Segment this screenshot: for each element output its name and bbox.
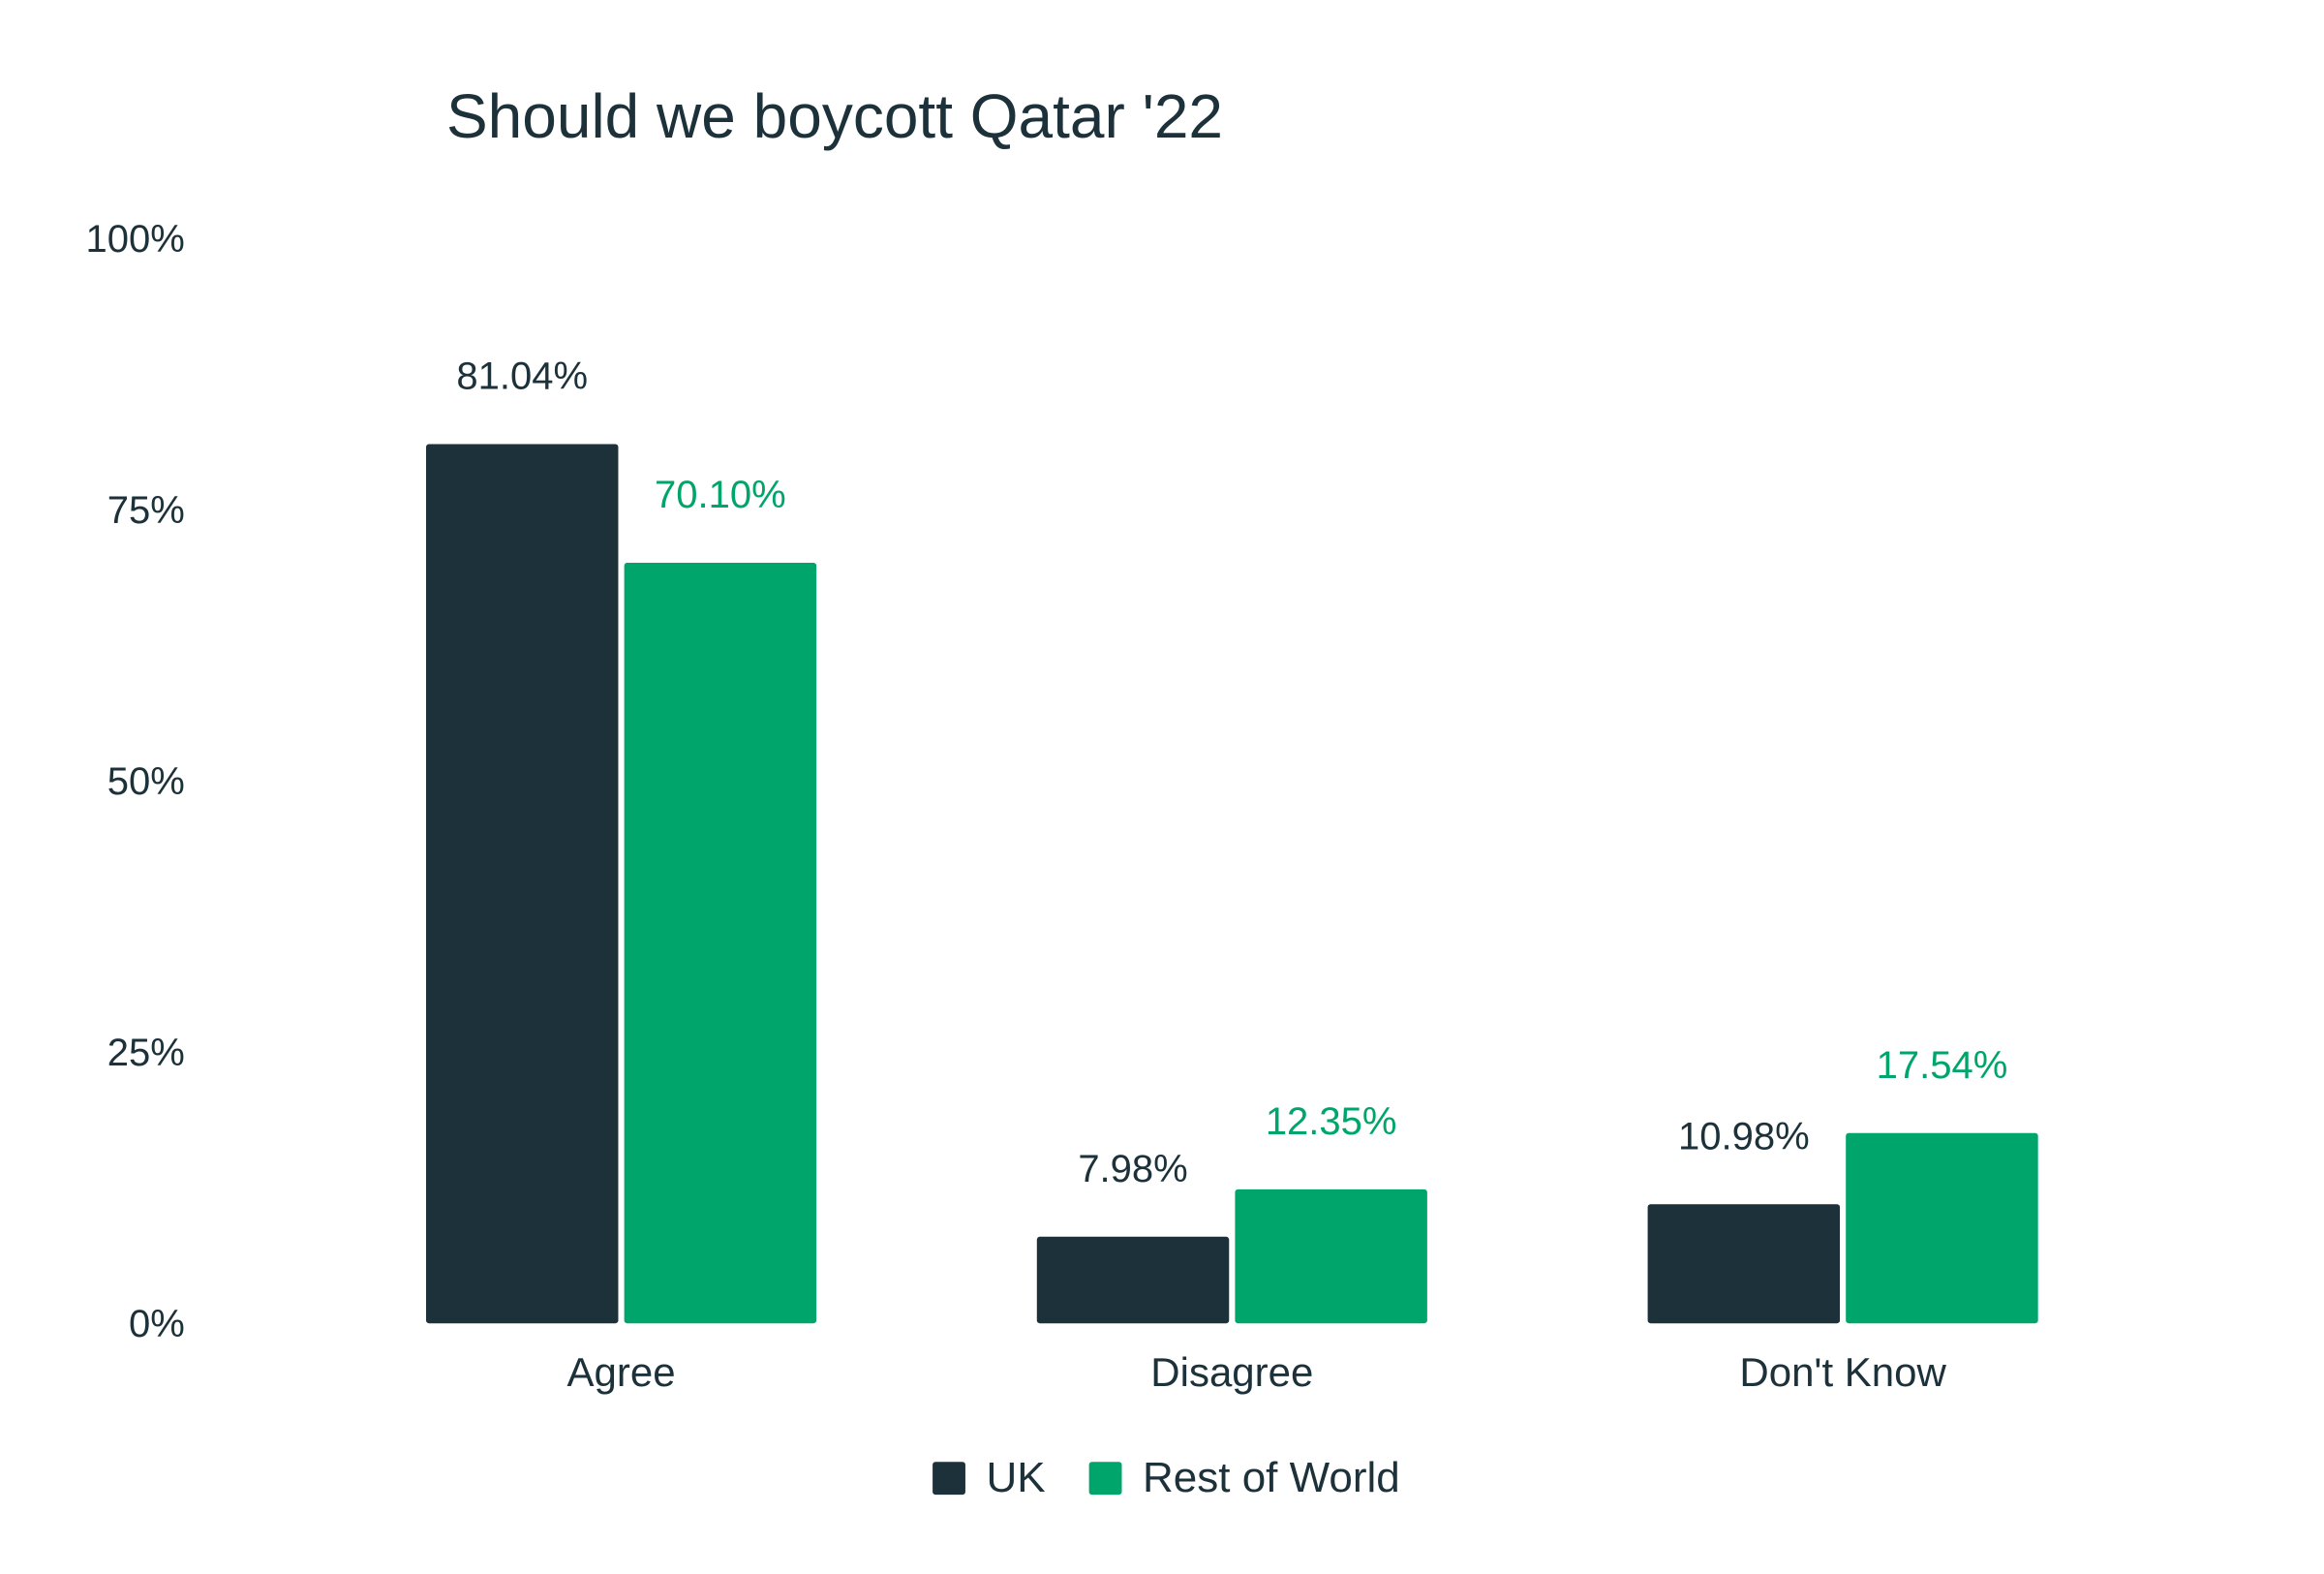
data-labels: 81.04% 70.10% 7.98% 12.35% 10.98% 17.54% bbox=[456, 355, 2007, 1190]
bar-uk-0 bbox=[426, 444, 619, 1324]
legend-label: UK bbox=[986, 1454, 1045, 1501]
x-axis: Agree Disagree Don't Know bbox=[567, 1349, 1947, 1395]
y-tick-label: 0% bbox=[129, 1303, 185, 1345]
data-label: 12.35% bbox=[1266, 1100, 1397, 1143]
data-label: 10.98% bbox=[1678, 1115, 1810, 1157]
x-tick-label: Don't Know bbox=[1739, 1349, 1946, 1395]
y-tick-label: 100% bbox=[85, 218, 184, 261]
legend-label: Rest of World bbox=[1143, 1454, 1400, 1501]
bars bbox=[426, 444, 2038, 1324]
bar-uk-2 bbox=[1647, 1204, 1841, 1324]
data-label: 7.98% bbox=[1078, 1148, 1187, 1190]
chart-title: Should we boycott Qatar '22 bbox=[446, 81, 1223, 151]
legend-swatch bbox=[1088, 1462, 1122, 1496]
legend-swatch bbox=[933, 1462, 965, 1496]
bar-rest-of-world-2 bbox=[1846, 1132, 2038, 1324]
y-tick-label: 75% bbox=[107, 489, 185, 532]
data-label: 17.54% bbox=[1877, 1044, 2008, 1087]
data-label: 70.10% bbox=[655, 474, 786, 516]
x-tick-label: Agree bbox=[567, 1349, 676, 1395]
y-axis: 0% 25% 50% 75% 100% bbox=[85, 218, 184, 1345]
data-label: 81.04% bbox=[456, 355, 588, 398]
y-tick-label: 25% bbox=[107, 1032, 185, 1074]
y-tick-label: 50% bbox=[107, 760, 185, 803]
bar-uk-1 bbox=[1036, 1236, 1230, 1324]
bar-rest-of-world-0 bbox=[624, 563, 817, 1324]
bar-rest-of-world-1 bbox=[1235, 1188, 1427, 1324]
x-tick-label: Disagree bbox=[1150, 1349, 1313, 1395]
legend: UK Rest of World bbox=[933, 1454, 1400, 1501]
